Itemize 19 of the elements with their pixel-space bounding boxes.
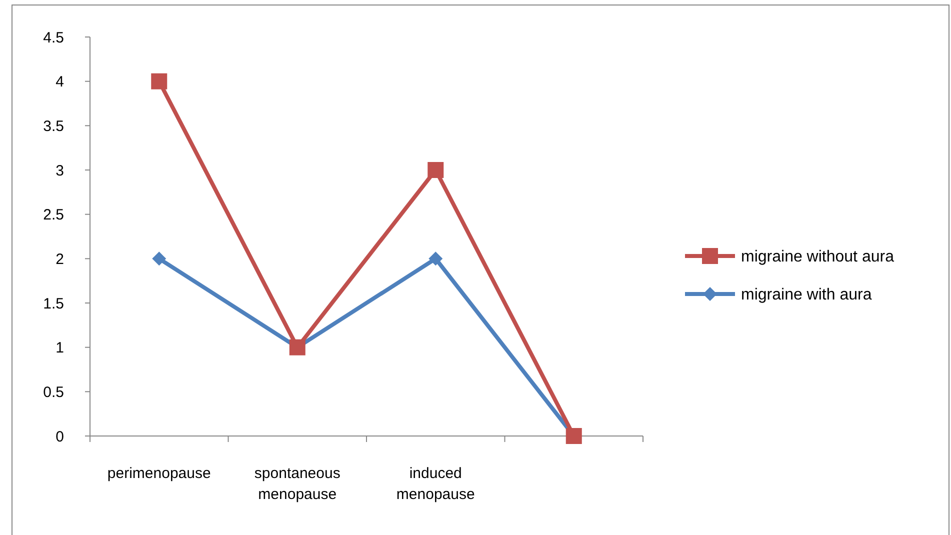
x-tick-label: perimenopause bbox=[107, 465, 211, 482]
point bbox=[428, 252, 443, 266]
x-tick-label: induced menopause bbox=[396, 465, 475, 503]
y-tick-label: 3.5 bbox=[43, 118, 64, 135]
y-tick-label: 2 bbox=[56, 250, 64, 268]
legend-label: migraine without aura bbox=[741, 248, 894, 266]
point bbox=[428, 162, 444, 178]
y-tick-label: 1 bbox=[56, 340, 64, 357]
y-tick-label: 0 bbox=[56, 428, 64, 446]
point bbox=[151, 73, 168, 90]
y-tick-label: 3 bbox=[56, 162, 64, 180]
x-tick-label: spontaneous menopause bbox=[254, 465, 340, 503]
y-tick-label: 1.5 bbox=[43, 295, 64, 312]
y-tick-label: 4 bbox=[56, 74, 64, 91]
legend-label: migraine with aura bbox=[741, 286, 872, 304]
y-tick-label: 4.5 bbox=[43, 29, 64, 46]
y-tick-label: 0.5 bbox=[43, 384, 64, 401]
y-tick-label: 2.5 bbox=[43, 206, 64, 224]
point bbox=[152, 252, 166, 266]
